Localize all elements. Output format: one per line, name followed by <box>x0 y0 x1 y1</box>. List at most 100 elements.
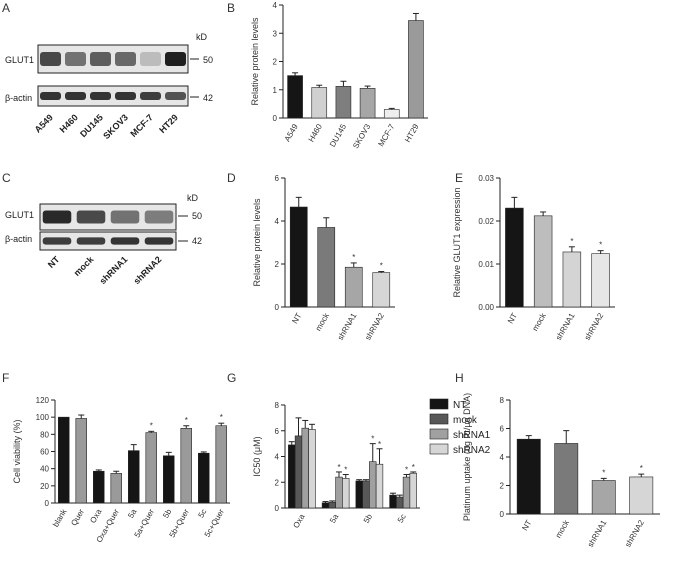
chart-e-sig-mark: * <box>570 237 573 246</box>
panel-letter-f: F <box>2 371 9 385</box>
chart-g-bar-nt <box>355 480 363 509</box>
chart-h-y-tick-label: 4 <box>500 453 505 462</box>
chart-h-x-tick-label: shRNA2 <box>623 518 646 549</box>
chart-b-y-tick-label: 4 <box>273 1 278 10</box>
blot-c-band-actin-0 <box>42 237 72 245</box>
blot-a-lane-label: MCF-7 <box>128 112 155 139</box>
chart-b-y-title: Relative protein levels <box>250 17 260 106</box>
chart-b-x-tick-label: HT29 <box>403 122 421 144</box>
chart-g-y-title: IC50 (μM) <box>252 436 262 476</box>
chart-g-bar-mock <box>328 501 336 509</box>
chart-g-x-tick-label: 5c <box>396 513 408 525</box>
blot-c-lane-label: NT <box>46 254 62 270</box>
legend-swatch-shrna2 <box>429 443 449 455</box>
chart-e-x-tick-label: shRNA1 <box>554 311 577 342</box>
chart-e-x-tick-label: NT <box>506 311 519 325</box>
chart-h-y-tick-label: 8 <box>500 396 505 405</box>
blot-c-strip-1 <box>39 231 177 251</box>
blot-a-band-glut1-5 <box>165 52 186 66</box>
chart-f-bar <box>215 425 227 504</box>
blot-a-band-actin-4 <box>140 92 161 100</box>
blot-c-band-glut1-0 <box>42 210 72 224</box>
chart-e-y-tick-label: 0.01 <box>478 260 494 269</box>
chart-b-bar <box>359 88 376 119</box>
chart-g-sig-mark: * <box>337 463 340 472</box>
chart-e-y-tick-label: 0.02 <box>478 217 494 226</box>
chart-e-bar <box>591 253 610 308</box>
chart-f-bar <box>145 432 157 504</box>
chart-e-sig-mark: * <box>599 241 602 250</box>
chart-g-y-tick-label: 2 <box>275 478 280 487</box>
chart-b: B 0 1 2 3 4 Relative protein levels A549 H460 DU1… <box>227 1 428 150</box>
blot-c-mw-50: 50 <box>192 211 202 221</box>
chart-b-bar <box>408 20 424 119</box>
chart-f-x-tick-label: 5b <box>161 507 174 520</box>
blot-a-band-glut1-0 <box>40 52 61 66</box>
chart-g-x-tick-label: 5a <box>328 512 341 525</box>
blot-a-lane-label: HT29 <box>157 112 180 135</box>
chart-e-y-tick-label: 0.00 <box>478 303 494 312</box>
blot-c-band-glut1-2 <box>110 210 140 224</box>
blot-a-band-glut1-3 <box>115 52 136 66</box>
chart-g-bar-shrna1 <box>369 461 377 509</box>
chart-g-bar-mock <box>294 435 303 509</box>
kd-label-a: kD <box>196 32 208 42</box>
chart-b-x-tick-label: SKOV3 <box>351 122 372 150</box>
chart-g-sig-mark: * <box>344 466 347 475</box>
chart-f-bar <box>198 452 210 504</box>
chart-f-x-tick-label: Quer <box>69 507 86 527</box>
blot-a-band-glut1-4 <box>140 52 161 66</box>
chart-f-y-title: Cell viability (%) <box>12 419 22 483</box>
blot-a-row-glut1: GLUT1 <box>5 55 34 65</box>
panel-letter-c: C <box>2 171 11 185</box>
blot-a-band-actin-3 <box>115 92 136 100</box>
chart-g-bar-shrna2 <box>375 463 384 509</box>
chart-g-bar-mock <box>396 496 404 509</box>
blot-a-band-actin-1 <box>65 92 86 100</box>
chart-d-y-tick-label: 4 <box>275 217 280 226</box>
chart-d-x-tick-label: shRNA2 <box>363 311 386 342</box>
blot-a-band-actin-0 <box>40 92 61 100</box>
panel-letter-b: B <box>227 1 235 15</box>
chart-f-bar <box>58 416 70 504</box>
chart-f-bar <box>110 473 122 504</box>
chart-g-y-tick-label: 4 <box>275 453 280 462</box>
chart-f-sig-mark: * <box>150 421 153 430</box>
chart-f-sig-mark: * <box>220 413 223 422</box>
chart-e-x-tick-label: shRNA2 <box>583 311 606 342</box>
chart-b-y-tick-label: 0 <box>273 114 278 123</box>
chart-g-bar-nt <box>321 502 330 509</box>
chart-g-bar-shrna2 <box>342 478 350 509</box>
chart-f-bar <box>163 455 175 504</box>
blot-c-band-glut1-1 <box>76 210 106 224</box>
legend-label-mock: mock <box>453 415 478 426</box>
chart-f-y-tick-label: 0 <box>45 499 50 508</box>
chart-f-y-tick-label: 60 <box>40 448 49 457</box>
chart-d: D 0 2 4 6 Relative protein levels NT mock * shRNA… <box>227 171 395 342</box>
blot-c-band-actin-3 <box>144 237 174 245</box>
chart-f-bar <box>128 450 140 504</box>
panel-letter-g: G <box>227 371 236 385</box>
chart-d-x-tick-label: shRNA1 <box>336 311 359 342</box>
chart-g-sig-mark: * <box>378 440 381 449</box>
chart-d-sig-mark: * <box>380 262 383 271</box>
blot-a-mw-50: 50 <box>203 55 213 65</box>
panel-letter-h: H <box>455 371 464 385</box>
legend-swatch-shrna1 <box>429 428 449 440</box>
legend-label-shrna1: shRNA1 <box>453 430 491 441</box>
blot-c-row-glut1: GLUT1 <box>5 210 34 220</box>
chart-g-bar-shrna2 <box>308 429 316 509</box>
chart-g-bar-shrna2 <box>409 472 417 509</box>
chart-b-bar <box>287 75 303 119</box>
chart-g-x-tick-label: 5b <box>362 512 375 525</box>
chart-b-x-tick-label: A549 <box>283 122 300 143</box>
chart-d-y-tick-label: 6 <box>275 174 280 183</box>
chart-d-x-tick-label: mock <box>314 311 332 333</box>
blot-a-band-actin-5 <box>165 92 186 100</box>
blot-c-lane-label: shRNA2 <box>132 254 164 286</box>
blot-a-lane-label: A549 <box>33 112 55 134</box>
chart-d-x-tick-label: NT <box>290 311 303 325</box>
western-blot-a: A kD GLUT1 β-actin 50 42 A549 H460DU145SK… <box>2 1 213 141</box>
chart-g-y-tick-label: 0 <box>275 504 280 513</box>
chart-b-y-tick-label: 1 <box>273 86 278 95</box>
